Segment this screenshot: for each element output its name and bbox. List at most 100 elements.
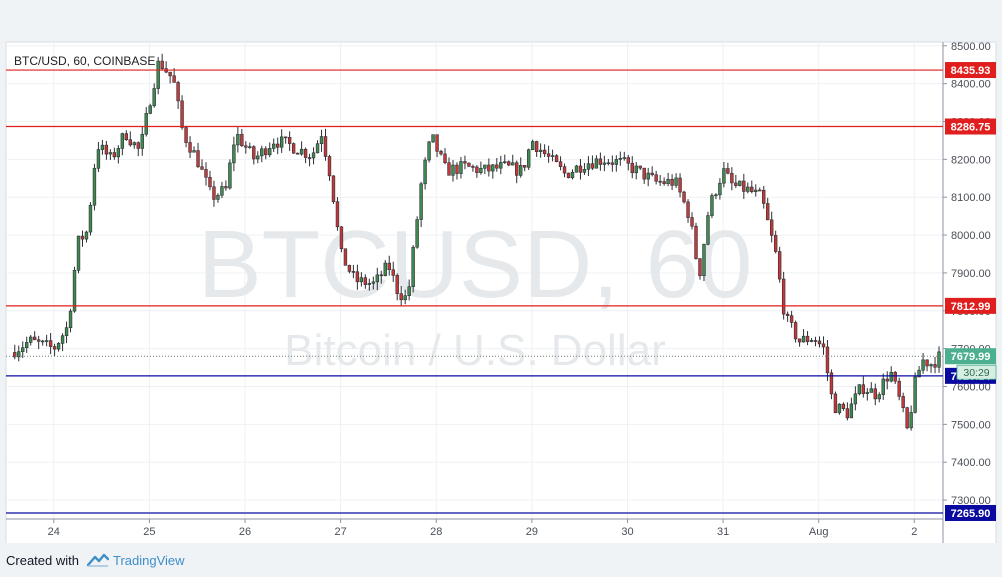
candle-up [917,366,921,378]
tradingview-link[interactable]: TradingView [112,552,185,568]
candle-up [602,155,607,172]
candle-body [706,215,710,245]
candle-down [104,140,109,160]
candle-body [240,134,244,147]
candle-body [602,162,607,165]
candle-body [44,340,49,342]
candle-up [375,267,379,291]
candle-body [698,258,702,277]
candle-down [335,197,340,231]
candle-body [817,340,822,345]
candle-body [260,148,264,157]
candle-body [228,162,232,189]
candle-down [885,371,889,390]
candle-down [897,377,901,401]
candle-body [869,388,873,393]
candle-up [68,308,73,333]
x-tick-label: 30 [621,526,633,538]
candle-body [419,183,423,220]
y-tick-label: 8000.00 [951,230,991,242]
candle-down [610,155,615,172]
candle-body [562,166,567,174]
x-tick-label: 27 [335,526,347,538]
candle-body [781,278,786,315]
candle-up [929,363,933,373]
candle-body [32,336,37,341]
candle-down [558,156,563,171]
candle-body [909,412,913,429]
candle-down [355,264,360,290]
candle-down [690,212,694,230]
candle-body [646,172,650,180]
level-label: 7265.90 [951,508,991,520]
candle-body [272,143,276,149]
candle-body [60,335,65,344]
candle-body [451,164,455,176]
candle-down [80,230,85,247]
candle-up [706,211,710,246]
candle-up [594,155,599,169]
candle-body [773,235,778,252]
candle-up [722,161,726,188]
candle-down [642,167,646,184]
candle-down [781,271,786,320]
candle-body [614,159,619,165]
candle-body [758,189,762,192]
candle-body [925,359,929,367]
candle-body [582,169,587,173]
candle-up [718,178,722,200]
candle-down [455,162,459,180]
candle-up [646,167,650,187]
candle-body [766,203,770,221]
candle-body [777,251,782,280]
candle-down [825,340,830,381]
candle-down [212,180,216,207]
candle-body [128,139,132,146]
candle-down [495,157,499,172]
candle-down [287,131,292,152]
candle-body [124,133,129,140]
candle-body [893,371,897,382]
candle-body [837,403,842,414]
candle-body [224,186,228,189]
candle-down [13,344,17,360]
candle-body [188,142,192,153]
candle-body [734,182,738,186]
candle-up [606,158,611,166]
candle-body [853,393,858,405]
candle-down [168,71,172,84]
candle-body [722,168,726,184]
candle-body [857,384,862,395]
candle-body [216,194,220,200]
candle-body [530,141,535,151]
candle-body [168,71,172,77]
candle-body [495,164,499,169]
candle-body [921,359,925,371]
candle-body [48,340,53,347]
candle-down [188,136,192,159]
candle-body [311,152,316,159]
candle-up [511,154,515,166]
candle-down [773,230,778,254]
candle-body [17,351,21,358]
candle-down [128,131,132,147]
candle-body [403,295,407,301]
candle-body [96,149,101,169]
candle-body [526,149,531,168]
chart-title: BTC/USD, 60, COINBASE [14,54,155,68]
candle-up [232,136,236,172]
candle-body [212,186,216,200]
candle-body [204,169,208,178]
tradingview-logo-icon[interactable] [86,553,109,567]
candle-down [244,141,248,154]
candle-up [29,334,33,346]
candle-up [538,143,543,158]
candle-body [88,204,93,233]
candle-body [507,161,511,166]
candle-body [550,155,555,157]
candle-body [534,141,539,152]
candle-body [443,153,447,164]
candle-down [196,142,200,168]
candle-body [726,168,730,174]
